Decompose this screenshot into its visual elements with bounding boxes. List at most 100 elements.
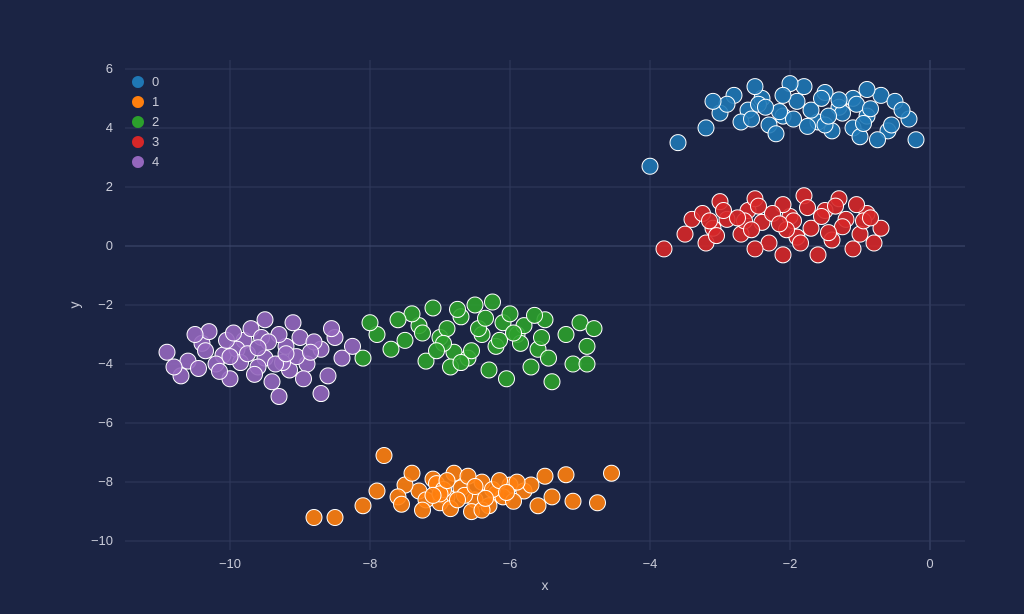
scatter-marker[interactable] [558,327,574,343]
scatter-marker[interactable] [226,325,242,341]
scatter-marker[interactable] [499,484,515,500]
scatter-marker[interactable] [786,111,802,127]
scatter-marker[interactable] [376,448,392,464]
scatter-marker[interactable] [320,368,336,384]
scatter-marker[interactable] [744,222,760,238]
scatter-marker[interactable] [187,327,203,343]
scatter-marker[interactable] [831,92,847,108]
scatter-marker[interactable] [544,489,560,505]
scatter-marker[interactable] [744,111,760,127]
scatter-marker[interactable] [362,315,378,331]
scatter-marker[interactable] [485,294,501,310]
scatter-marker[interactable] [705,93,721,109]
scatter-marker[interactable] [306,510,322,526]
scatter-marker[interactable] [541,350,557,366]
scatter-marker[interactable] [439,321,455,337]
scatter-marker[interactable] [492,332,508,348]
scatter-marker[interactable] [821,108,837,124]
scatter-marker[interactable] [702,213,718,229]
scatter-marker[interactable] [394,496,410,512]
scatter-marker[interactable] [859,82,875,98]
scatter-marker[interactable] [355,498,371,514]
scatter-marker[interactable] [499,371,515,387]
scatter-marker[interactable] [604,465,620,481]
scatter-marker[interactable] [296,371,312,387]
scatter-marker[interactable] [670,135,686,151]
scatter-marker[interactable] [415,502,431,518]
scatter-marker[interactable] [800,118,816,134]
scatter-marker[interactable] [586,321,602,337]
scatter-marker[interactable] [250,340,266,356]
scatter-marker[interactable] [579,338,595,354]
scatter-marker[interactable] [884,117,900,133]
scatter-marker[interactable] [800,200,816,216]
scatter-marker[interactable] [415,325,431,341]
scatter-marker[interactable] [390,312,406,328]
scatter-marker[interactable] [222,349,238,365]
scatter-marker[interactable] [247,366,263,382]
scatter-marker[interactable] [278,346,294,362]
scatter-marker[interactable] [747,79,763,95]
scatter-marker[interactable] [863,210,879,226]
scatter-marker[interactable] [453,355,469,371]
scatter-marker[interactable] [772,216,788,232]
scatter-marker[interactable] [730,210,746,226]
scatter-marker[interactable] [870,132,886,148]
scatter-marker[interactable] [478,490,494,506]
scatter-marker[interactable] [656,241,672,257]
scatter-marker[interactable] [590,495,606,511]
scatter-marker[interactable] [212,363,228,379]
scatter-marker[interactable] [369,483,385,499]
scatter-marker[interactable] [198,343,214,359]
scatter-marker[interactable] [429,343,445,359]
scatter-marker[interactable] [345,338,361,354]
scatter-marker[interactable] [863,101,879,117]
scatter-marker[interactable] [404,465,420,481]
scatter-marker[interactable] [775,247,791,263]
scatter-marker[interactable] [775,87,791,103]
scatter-marker[interactable] [257,312,273,328]
scatter-marker[interactable] [768,126,784,142]
scatter-marker[interactable] [201,324,217,340]
scatter-marker[interactable] [642,158,658,174]
scatter-marker[interactable] [450,492,466,508]
scatter-marker[interactable] [579,356,595,372]
scatter-marker[interactable] [856,115,872,131]
scatter-marker[interactable] [793,235,809,251]
scatter-marker[interactable] [845,241,861,257]
scatter-marker[interactable] [327,510,343,526]
scatter-marker[interactable] [814,208,830,224]
scatter-marker[interactable] [849,197,865,213]
scatter-marker[interactable] [751,198,767,214]
scatter-marker[interactable] [530,498,546,514]
scatter-marker[interactable] [159,344,175,360]
scatter-marker[interactable] [425,300,441,316]
scatter-marker[interactable] [527,307,543,323]
scatter-marker[interactable] [758,99,774,115]
scatter-marker[interactable] [450,301,466,317]
scatter-marker[interactable] [303,344,319,360]
scatter-marker[interactable] [425,487,441,503]
scatter-marker[interactable] [191,360,207,376]
scatter-marker[interactable] [502,306,518,322]
scatter-marker[interactable] [709,228,725,244]
scatter-marker[interactable] [481,362,497,378]
scatter-marker[interactable] [558,467,574,483]
scatter-marker[interactable] [523,359,539,375]
scatter-marker[interactable] [324,321,340,337]
scatter-marker[interactable] [506,325,522,341]
scatter-marker[interactable] [537,468,553,484]
scatter-marker[interactable] [264,374,280,390]
scatter-marker[interactable] [271,389,287,405]
scatter-marker[interactable] [467,297,483,313]
scatter-marker[interactable] [397,332,413,348]
scatter-marker[interactable] [908,132,924,148]
scatter-marker[interactable] [810,247,826,263]
scatter-marker[interactable] [747,241,763,257]
scatter-marker[interactable] [523,477,539,493]
scatter-marker[interactable] [478,310,494,326]
scatter-marker[interactable] [716,203,732,219]
scatter-marker[interactable] [166,359,182,375]
scatter-marker[interactable] [285,315,301,331]
scatter-marker[interactable] [439,473,455,489]
